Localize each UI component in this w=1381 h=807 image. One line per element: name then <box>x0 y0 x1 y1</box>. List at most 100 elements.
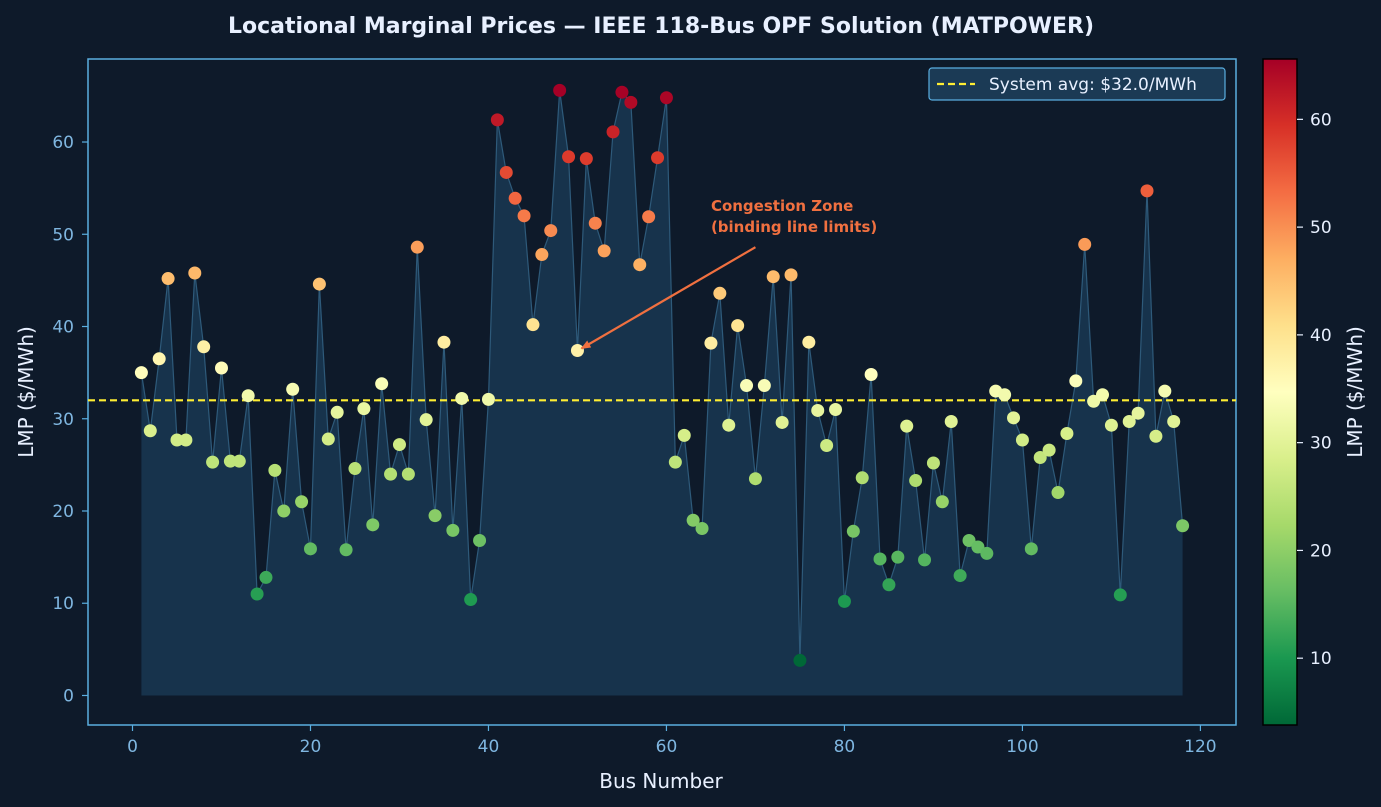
lmp-point <box>615 85 629 99</box>
lmp-point <box>428 509 442 523</box>
lmp-point <box>882 578 896 592</box>
lmp-point <box>704 336 718 350</box>
lmp-point <box>588 216 602 230</box>
lmp-point <box>624 95 638 109</box>
lmp-point <box>953 569 967 583</box>
lmp-point <box>722 418 736 432</box>
colorbar-label: LMP ($/MWh) <box>1343 326 1367 458</box>
colorbar: 10 20 30 40 50 60 LMP ($/MWh) <box>1262 58 1367 726</box>
lmp-point <box>713 286 727 300</box>
lmp-point <box>918 553 932 567</box>
y-tick-label: 0 <box>63 686 74 706</box>
lmp-point <box>677 428 691 442</box>
lmp-point <box>1167 415 1181 429</box>
lmp-point <box>214 361 228 375</box>
lmp-point <box>944 415 958 429</box>
annotation-line-1: Congestion Zone <box>711 197 853 215</box>
colorbar-tick-label: 50 <box>1310 218 1332 238</box>
lmp-point <box>606 125 620 139</box>
colorbar-tick-label: 40 <box>1310 326 1332 346</box>
lmp-point <box>873 552 887 566</box>
lmp-point <box>446 523 460 537</box>
lmp-point <box>748 472 762 486</box>
lmp-point <box>1069 374 1083 388</box>
lmp-point <box>1007 411 1021 425</box>
lmp-point <box>544 224 558 238</box>
lmp-point <box>766 270 780 284</box>
lmp-point <box>392 438 406 452</box>
lmp-point <box>837 594 851 608</box>
lmp-point <box>579 152 593 166</box>
lmp-point <box>1078 237 1092 251</box>
x-tick-label: 60 <box>656 737 678 757</box>
y-tick-label: 50 <box>52 225 74 245</box>
y-tick-label: 40 <box>52 318 74 338</box>
lmp-point <box>455 391 469 405</box>
lmp-point <box>980 546 994 560</box>
lmp-point <box>286 382 300 396</box>
lmp-point <box>517 209 531 223</box>
x-tick-label: 20 <box>300 737 322 757</box>
lmp-point <box>1051 486 1065 500</box>
x-tick-label: 0 <box>127 737 138 757</box>
lmp-point <box>811 403 825 417</box>
colorbar-tick-label: 10 <box>1310 649 1332 669</box>
lmp-point <box>259 570 273 584</box>
lmp-point <box>473 534 487 548</box>
lmp-point <box>1042 443 1056 457</box>
lmp-point <box>188 266 202 280</box>
lmp-point <box>437 335 451 349</box>
lmp-point <box>143 424 157 438</box>
lmp-point <box>366 518 380 532</box>
lmp-point <box>757 379 771 393</box>
lmp-point <box>935 495 949 509</box>
y-axis-label: LMP ($/MWh) <box>14 326 38 458</box>
legend: System avg: $32.0/MWh <box>928 67 1226 101</box>
lmp-point <box>855 471 869 485</box>
lmp-point <box>295 495 309 509</box>
lmp-point <box>206 455 220 469</box>
lmp-point <box>134 366 148 380</box>
lmp-point <box>891 550 905 564</box>
lmp-point <box>784 268 798 282</box>
lmp-point <box>1176 519 1190 533</box>
lmp-point <box>268 463 282 477</box>
chart-title: Locational Marginal Prices — IEEE 118-Bu… <box>228 14 1094 39</box>
lmp-point <box>1024 542 1038 556</box>
x-tick-label: 120 <box>1184 737 1216 757</box>
lmp-point <box>570 343 584 357</box>
lmp-point <box>642 210 656 224</box>
lmp-point <box>926 456 940 470</box>
y-tick-label: 10 <box>52 594 74 614</box>
lmp-point <box>846 524 860 538</box>
lmp-point <box>401 467 415 481</box>
lmp-point <box>330 405 344 419</box>
lmp-point <box>1140 184 1154 198</box>
lmp-point <box>1015 433 1029 447</box>
lmp-point <box>170 433 184 447</box>
lmp-point <box>740 379 754 393</box>
lmp-point <box>223 454 237 468</box>
annotation-line-2: (binding line limits) <box>711 218 877 236</box>
lmp-point <box>490 113 504 127</box>
lmp-point <box>232 454 246 468</box>
lmp-point <box>1096 388 1110 402</box>
lmp-point <box>659 91 673 105</box>
colorbar-tick-label: 60 <box>1310 110 1332 130</box>
lmp-point <box>161 272 175 286</box>
lmp-point <box>321 432 335 446</box>
lmp-point <box>499 165 513 179</box>
lmp-point <box>303 542 317 556</box>
lmp-point <box>384 467 398 481</box>
lmp-point <box>597 244 611 258</box>
lmp-point <box>802 335 816 349</box>
lmp-point <box>339 543 353 557</box>
lmp-point <box>864 367 878 381</box>
lmp-point <box>820 439 834 453</box>
y-tick-label: 30 <box>52 410 74 430</box>
legend-label: System avg: $32.0/MWh <box>989 75 1197 95</box>
lmp-profile-line <box>140 90 1184 661</box>
legend-box <box>928 67 1226 101</box>
lmp-point <box>419 413 433 427</box>
